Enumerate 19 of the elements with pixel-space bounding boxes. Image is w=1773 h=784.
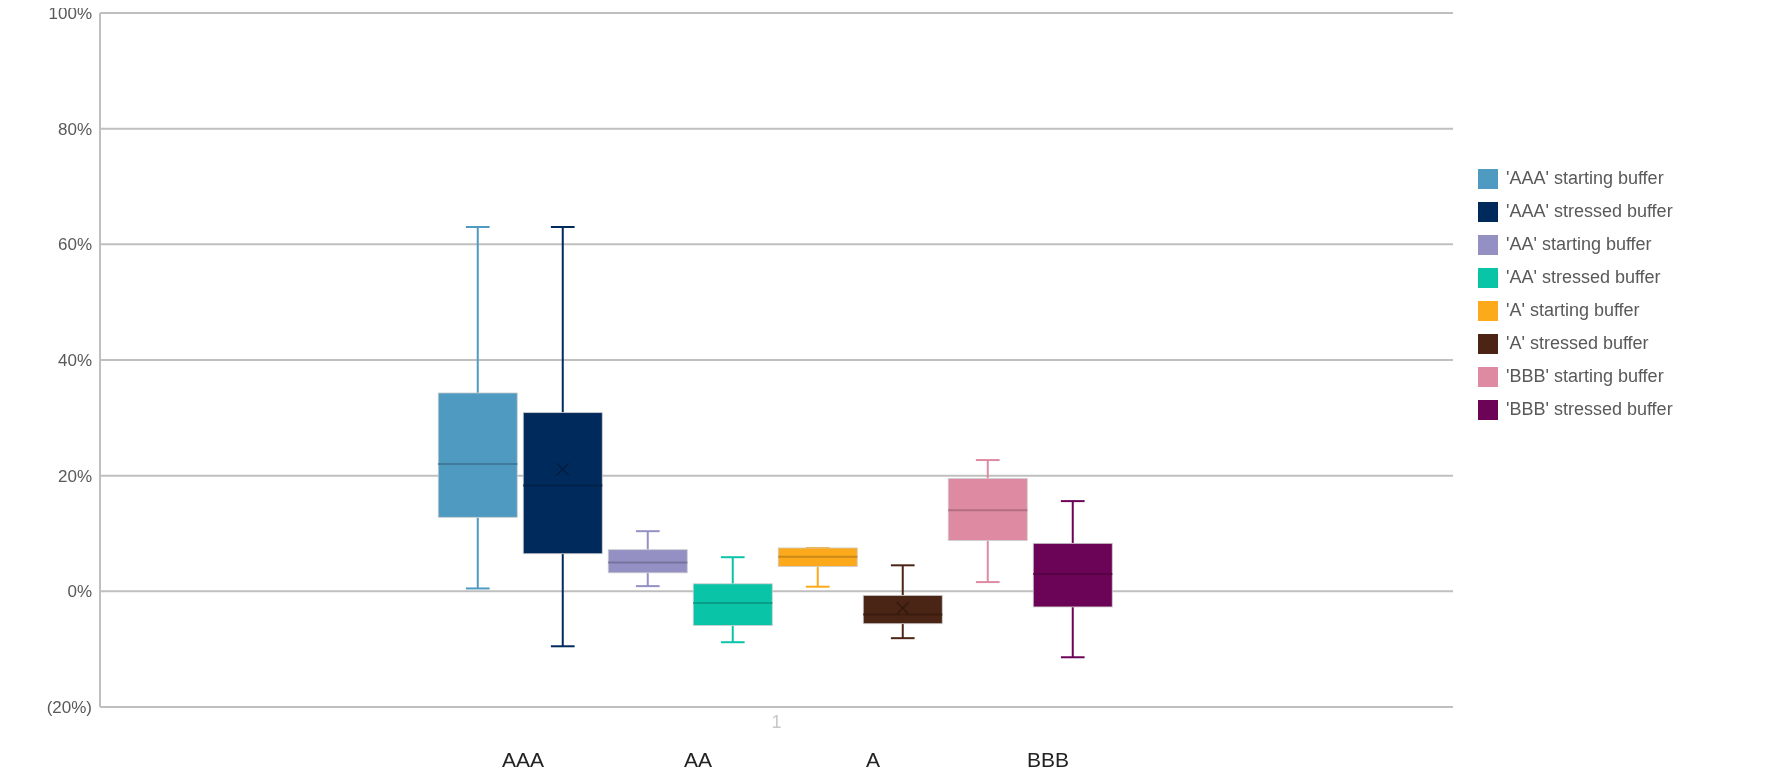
y-tick-label: 60% [57,235,92,255]
y-tick-label: 20% [57,466,92,486]
y-tick-label: 100% [48,4,92,24]
y-tick-label: 80% [57,119,92,139]
text: BBB [1026,748,1070,772]
y-tick-label: 40% [57,351,92,371]
legend-label: 'A' starting buffer [1506,300,1640,321]
legend-label: 'BBB' starting buffer [1506,366,1664,387]
y-tick-label: (20%) [46,698,92,718]
text: AA [683,748,713,772]
y-tick-label: 0% [67,582,92,602]
legend-label: 'A' stressed buffer [1506,333,1649,354]
text: AAA [501,748,545,772]
legend-label: 'BBB' stressed buffer [1506,399,1673,420]
legend-label: 'AA' starting buffer [1506,234,1652,255]
legend-label: 'AAA' starting buffer [1506,168,1664,189]
legend-label: 'AA' stressed buffer [1506,267,1661,288]
legend-label: 'AAA' stressed buffer [1506,201,1673,222]
text: A [865,748,881,772]
